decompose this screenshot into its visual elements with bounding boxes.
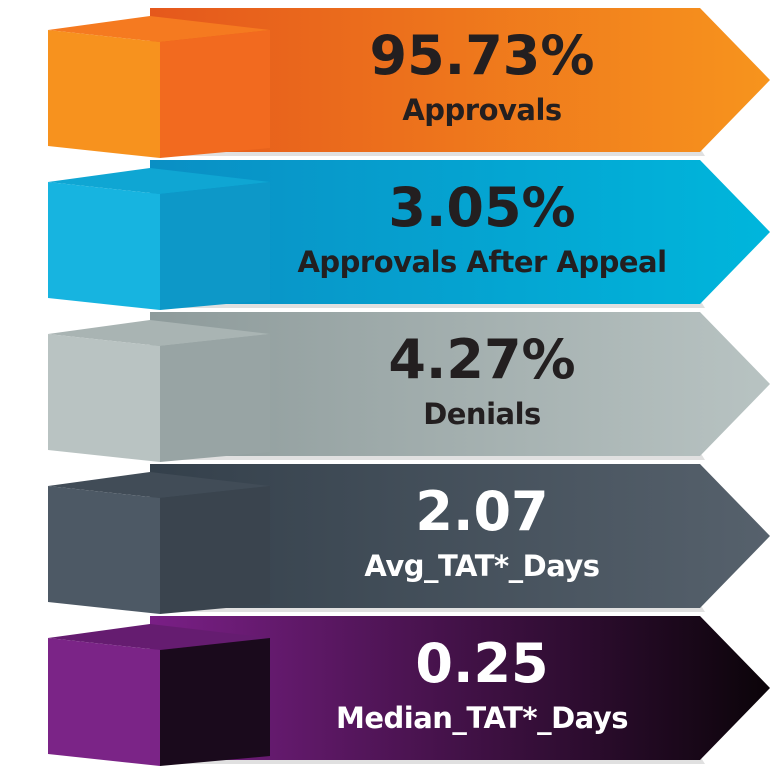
- item-value: 3.05%: [388, 176, 575, 239]
- item-value: 4.27%: [388, 328, 575, 391]
- item-label: Median_TAT*_Days: [336, 701, 628, 735]
- cube-front: [48, 334, 160, 462]
- item-label: Denials: [423, 397, 541, 431]
- cube-front: [48, 638, 160, 766]
- cube-side: [160, 486, 270, 614]
- item-value: 0.25: [415, 632, 548, 695]
- arrow: [150, 8, 770, 152]
- cube-side: [160, 30, 270, 158]
- item-label: Approvals: [402, 93, 561, 127]
- item-value: 95.73%: [370, 24, 595, 87]
- cube-front: [48, 30, 160, 158]
- cube-side: [160, 182, 270, 310]
- cube-top: [48, 16, 270, 42]
- cube-side: [160, 334, 270, 462]
- item-label: Approvals After Appeal: [297, 245, 666, 279]
- cube-top: [48, 320, 270, 346]
- arrow: [150, 312, 770, 456]
- cube-front: [48, 486, 160, 614]
- item-value: 2.07: [415, 480, 548, 543]
- cube-top: [48, 624, 270, 650]
- cube-top: [48, 168, 270, 194]
- cube-side: [160, 638, 270, 766]
- arrow: [150, 160, 770, 304]
- arrow: [150, 616, 770, 760]
- item-label: Avg_TAT*_Days: [364, 549, 599, 583]
- cube-front: [48, 182, 160, 310]
- cube-top: [48, 472, 270, 498]
- arrow: [150, 464, 770, 608]
